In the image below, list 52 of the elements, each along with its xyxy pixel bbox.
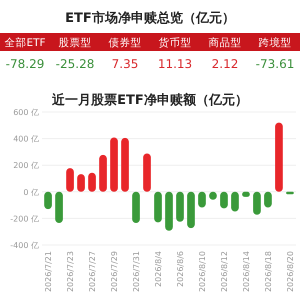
bar	[88, 172, 96, 192]
bar	[121, 138, 129, 192]
data-label: 7.35	[112, 57, 138, 71]
x-tick-label: 2026/8/20	[286, 251, 295, 292]
chart-title: 近一月股票ETF净申赎额（亿元）	[51, 92, 248, 108]
bar	[110, 138, 118, 192]
bar	[77, 174, 85, 192]
x-tick-label: 2026/7/23	[66, 251, 76, 292]
x-tick-label: 2026/7/29	[110, 251, 120, 292]
y-tick-label: 200 亿	[13, 161, 39, 170]
data-label: -73.61	[256, 57, 294, 71]
x-tick-label: 2026/8/4	[154, 251, 164, 287]
x-tick-label: 2026/7/31	[132, 251, 142, 292]
x-tick-label: 2026/8/6	[176, 251, 185, 287]
category-label: 跨境型	[258, 36, 292, 49]
category-label: 债券型	[108, 36, 142, 49]
bar	[55, 192, 63, 224]
data-label: 11.13	[158, 57, 192, 71]
bar	[198, 192, 206, 208]
bar	[176, 192, 184, 222]
category-label: 货币型	[158, 36, 192, 49]
x-tick-label: 2026/7/21	[44, 251, 54, 292]
bar	[66, 168, 74, 192]
bar	[165, 192, 173, 231]
x-tick-label: 2026/8/10	[198, 251, 207, 292]
text: ETF市场净申赎总览（亿元）	[65, 10, 235, 26]
y-tick-label: 600 亿	[13, 108, 39, 117]
data-label: -78.29	[6, 57, 44, 71]
bar	[275, 122, 283, 192]
x-tick-label: 2026/7/27	[88, 251, 98, 292]
x-tick-label: 2026/8/18	[264, 251, 273, 292]
bar	[231, 192, 239, 212]
category-label: 商品型	[208, 36, 242, 49]
bar	[99, 154, 107, 192]
y-tick-label: 0 亿	[23, 188, 39, 197]
bar	[187, 192, 195, 228]
bar	[253, 192, 261, 215]
bar	[264, 192, 272, 208]
y-tick-label: -400 亿	[10, 241, 39, 250]
y-tick-label: -200 亿	[10, 214, 39, 224]
bar	[220, 192, 228, 208]
bar	[132, 192, 140, 224]
bar	[143, 153, 151, 192]
bar	[44, 192, 52, 210]
category-label: 股票型	[58, 37, 92, 49]
data-label: 2.12	[212, 57, 238, 71]
category-label: 全部ETF	[4, 36, 46, 49]
bar	[154, 192, 162, 222]
y-tick-label: 400 亿	[13, 134, 39, 144]
x-tick-label: 2026/8/14	[242, 251, 251, 292]
data-label: -25.28	[56, 57, 94, 71]
x-tick-label: 2026/8/12	[220, 251, 229, 292]
